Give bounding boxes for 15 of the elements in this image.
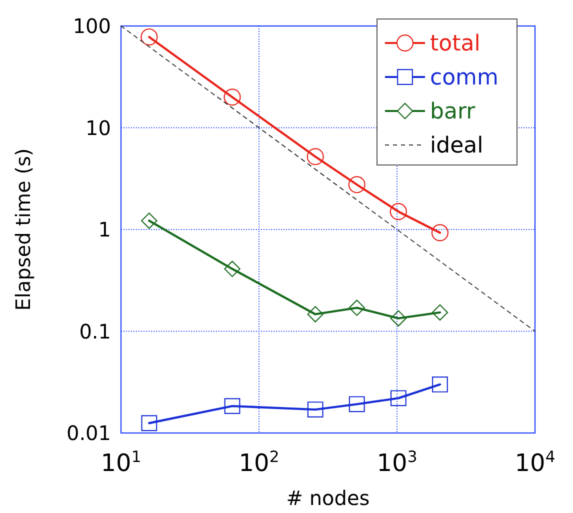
y-tick-label: 10 [86,116,111,140]
x-axis-title: # nodes [286,486,370,510]
x-tick-label: 10$^{4}$ [514,448,556,477]
y-tick-label: 1 [98,218,111,242]
x-tick-label: 10$^{3}$ [376,448,418,477]
legend-label: total [430,32,480,57]
legend-label: ideal [430,134,484,159]
y-tick-label: 0.01 [66,421,111,445]
x-tick-label: 10$^{2}$ [238,448,280,477]
x-tick-label: 10$^{1}$ [100,448,142,477]
legend-label: comm [430,66,498,91]
legend-label: barr [430,100,476,125]
y-axis-title: Elapsed time (s) [11,148,35,311]
y-tick-label: 100 [72,14,111,38]
y-tick-label: 0.1 [79,319,111,344]
